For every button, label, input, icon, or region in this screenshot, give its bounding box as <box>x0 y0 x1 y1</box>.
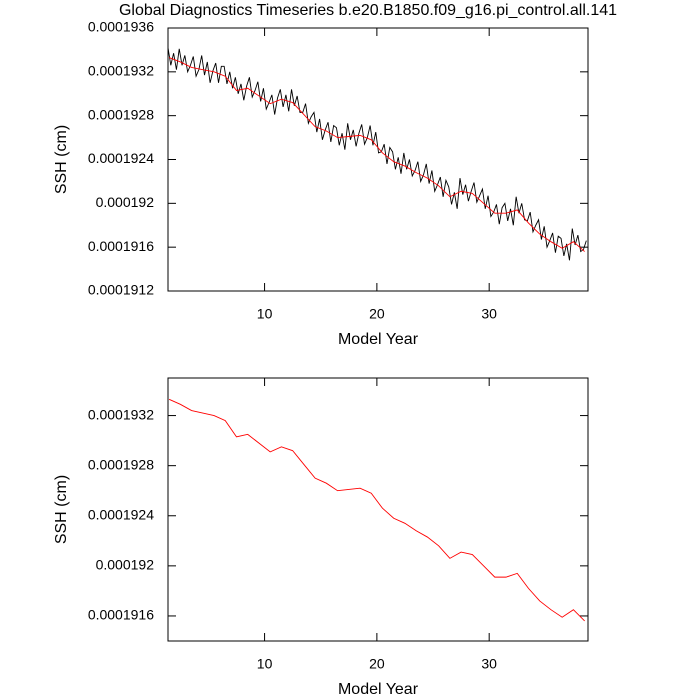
y-tick-label: 0.0001932 <box>88 406 154 422</box>
y-tick-label: 0.0001916 <box>88 238 154 254</box>
series-line <box>168 57 585 252</box>
plot-frame <box>167 27 589 292</box>
x-tick-label: 30 <box>481 306 497 322</box>
chart-title: Global Diagnostics Timeseries b.e20.B185… <box>119 2 617 19</box>
y-axis-label: SSH (cm) <box>53 125 70 194</box>
y-tick-label: 0.000192 <box>96 194 155 210</box>
x-tick-label: 20 <box>369 656 385 672</box>
y-tick-label: 0.0001936 <box>88 19 154 35</box>
x-axis-label: Model Year <box>338 331 419 348</box>
y-tick-label: 0.000192 <box>96 557 155 573</box>
y-tick-label: 0.0001924 <box>88 506 154 522</box>
x-tick-label: 10 <box>257 656 273 672</box>
y-tick-label: 0.0001924 <box>88 150 154 166</box>
y-tick-label: 0.0001932 <box>88 63 154 79</box>
y-tick-label: 0.0001912 <box>88 282 154 298</box>
y-axis-label: SSH (cm) <box>53 475 70 544</box>
y-tick-label: 0.0001928 <box>88 106 154 122</box>
series-line <box>167 47 587 261</box>
series-line <box>168 398 585 622</box>
y-tick-label: 0.0001916 <box>88 607 154 623</box>
x-tick-label: 10 <box>257 306 273 322</box>
y-tick-label: 0.0001928 <box>88 456 154 472</box>
x-tick-label: 30 <box>481 656 497 672</box>
x-axis-label: Model Year <box>338 681 419 698</box>
x-tick-label: 20 <box>369 306 385 322</box>
plot-frame <box>167 377 589 642</box>
